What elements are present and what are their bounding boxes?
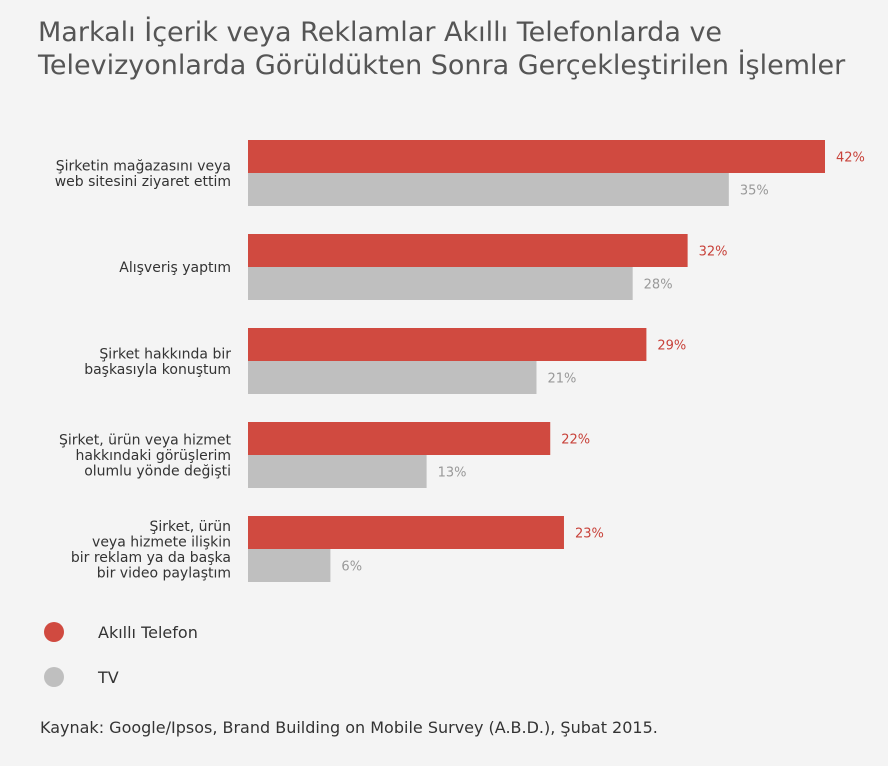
category-label: Şirketin mağazasını veya — [56, 158, 231, 174]
category-label: Alışveriş yaptım — [119, 260, 231, 276]
category-label: Şirket, ürün — [149, 519, 231, 535]
legend-item-smartphone: Akıllı Telefon — [44, 622, 198, 642]
data-label: 35% — [740, 184, 769, 199]
legend-swatch-smartphone — [44, 622, 64, 642]
category-label: Şirket, ürün veya hizmet — [59, 433, 232, 449]
data-label: 29% — [657, 339, 686, 354]
category-label: hakkındaki görüşlerim — [75, 448, 231, 464]
bar-smartphone — [248, 140, 825, 173]
bar-smartphone — [248, 422, 551, 455]
data-label: 28% — [644, 278, 673, 293]
data-label: 23% — [575, 527, 604, 542]
data-label: 22% — [561, 433, 590, 448]
source-note: Kaynak: Google/Ipsos, Brand Building on … — [40, 718, 658, 737]
legend-item-tv: TV — [44, 667, 119, 687]
bar-tv — [248, 549, 331, 582]
category-label: bir video paylaştım — [97, 565, 231, 581]
data-label: 32% — [699, 245, 728, 260]
data-label: 21% — [548, 372, 577, 387]
bar-tv — [248, 361, 537, 394]
category-label: bir reklam ya da başka — [71, 550, 231, 566]
chart-title: Markalı İçerik veya Reklamlar Akıllı Tel… — [38, 17, 846, 81]
category-label: Şirket hakkında bir — [99, 346, 231, 362]
bar-tv — [248, 455, 427, 488]
data-label: 6% — [341, 560, 362, 575]
category-label: web sitesini ziyaret ettim — [55, 174, 231, 190]
bar-smartphone — [248, 234, 688, 267]
category-label: başkasıyla konuştum — [84, 362, 231, 378]
category-label: olumlu yönde değişti — [84, 464, 231, 480]
category-label: veya hizmete ilişkin — [92, 534, 231, 550]
data-label: 42% — [836, 151, 865, 166]
legend-label-tv: TV — [98, 667, 119, 687]
bar-smartphone — [248, 516, 564, 549]
legend-label-smartphone: Akıllı Telefon — [98, 622, 198, 642]
data-label: 13% — [438, 466, 467, 481]
bar-tv — [248, 173, 729, 206]
bar-tv — [248, 267, 633, 300]
bar-smartphone — [248, 328, 647, 361]
legend-swatch-tv — [44, 667, 64, 687]
